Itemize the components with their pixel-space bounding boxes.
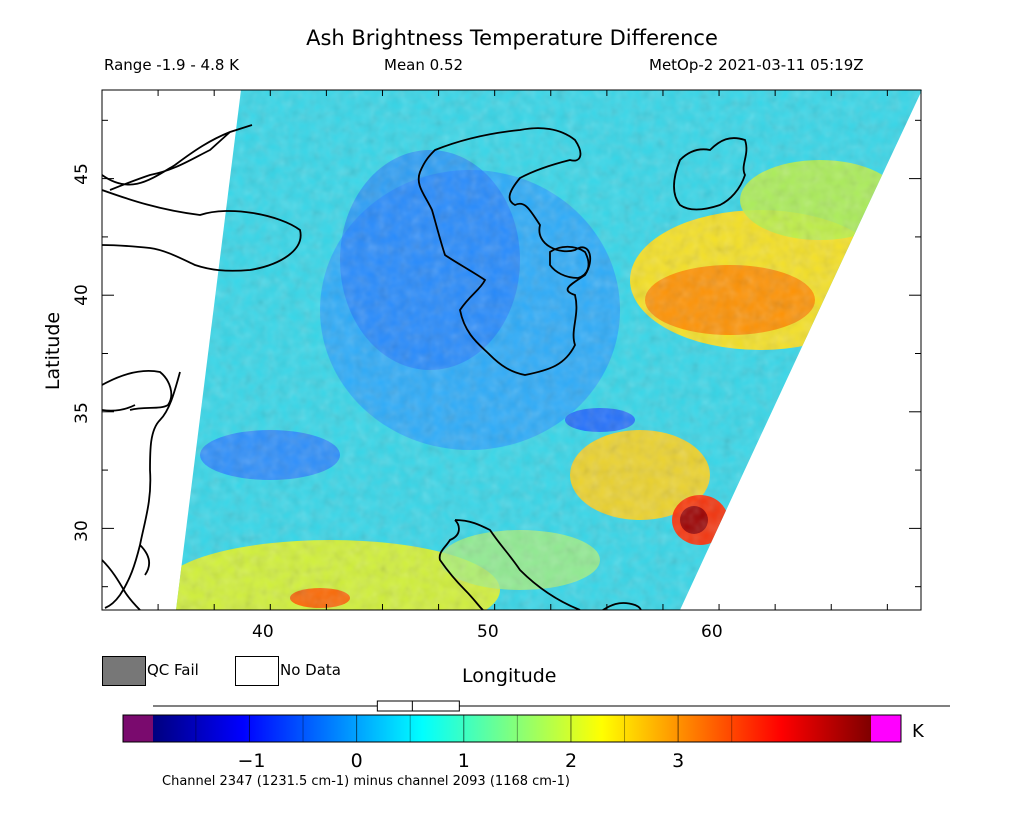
colorbar-tick-label: 3 [672,750,685,772]
x-axis-label: Longitude [462,665,557,687]
y-tick-label-30: 30 [71,520,92,542]
qc-fail-swatch [102,656,146,686]
y-tick-label-35: 35 [71,402,92,424]
y-tick-label-40: 40 [71,284,92,306]
swath-field [176,90,922,610]
mean-readout: Mean 0.52 [384,56,464,74]
colorbar [122,700,950,743]
x-tick-label-60: 60 [701,622,723,642]
colorbar-tick-label: 1 [457,750,470,772]
colorbar-gradient [153,715,871,742]
plot-frame [101,89,922,611]
coastlines [102,124,748,610]
channel-difference-label: Channel 2347 (1231.5 cm-1) minus channel… [162,774,570,789]
range-readout: Range -1.9 - 4.8 K [104,56,239,74]
colorbar-range-box [376,700,460,712]
colorbar-over-swatch [871,715,901,742]
colorbar-tick-label: 2 [564,750,578,772]
no-data-swatch [235,656,279,686]
y-tick-label-45: 45 [71,163,92,185]
plot-title: Ash Brightness Temperature Difference [306,26,718,50]
y-axis-label: Latitude [42,311,65,391]
colorbar-under-swatch [123,715,153,742]
y-axis-ticks [102,119,921,588]
satellite-time-readout: MetOp-2 2021-03-11 05:19Z [649,56,864,74]
qc-fail-label: QC Fail [147,661,199,679]
x-tick-label-40: 40 [252,622,274,642]
colorbar-tick-label: 0 [350,750,363,772]
x-axis-ticks [101,90,888,610]
no-data-label: No Data [280,661,341,679]
colorbar-unit: K [912,721,924,742]
x-tick-label-50: 50 [477,622,499,642]
colorbar-tick-label: −1 [237,750,266,772]
